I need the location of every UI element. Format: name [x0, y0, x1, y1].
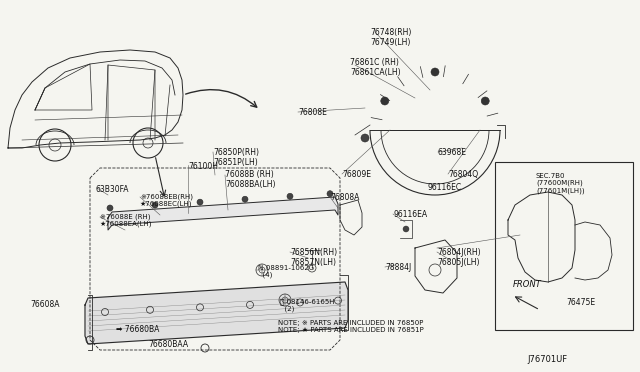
Text: 76856N(RH)
76857N(LH): 76856N(RH) 76857N(LH) — [290, 248, 337, 267]
Circle shape — [107, 205, 113, 211]
Text: J76701UF: J76701UF — [527, 355, 567, 364]
Circle shape — [287, 193, 293, 199]
Text: 76475E: 76475E — [566, 298, 595, 307]
Text: NOTE; ※ PARTS ARE INCLUDED IN 76850P
NOTE; ★ PARTS ARE INCLUDED IN 76851P: NOTE; ※ PARTS ARE INCLUDED IN 76850P NOT… — [278, 320, 424, 333]
Circle shape — [481, 97, 489, 105]
Text: 76804J(RH)
76805J(LH): 76804J(RH) 76805J(LH) — [437, 248, 481, 267]
Text: 63B30FA: 63B30FA — [95, 185, 129, 194]
Circle shape — [361, 134, 369, 142]
Circle shape — [403, 226, 409, 232]
Text: 76804Q: 76804Q — [448, 170, 478, 179]
Text: ※76088E (RH)
★76088EA(LH): ※76088E (RH) ★76088EA(LH) — [100, 213, 152, 227]
Circle shape — [242, 196, 248, 202]
Text: 76861C (RH)
76861CA(LH): 76861C (RH) 76861CA(LH) — [350, 58, 401, 77]
Text: 76088B (RH)
76088BA(LH): 76088B (RH) 76088BA(LH) — [225, 170, 275, 189]
Polygon shape — [85, 282, 348, 344]
Text: 78884J: 78884J — [385, 263, 412, 272]
Bar — [495, 162, 633, 330]
Text: 63968E: 63968E — [438, 148, 467, 157]
Text: 76808E: 76808E — [298, 108, 327, 117]
Text: 76808A: 76808A — [330, 193, 360, 202]
Text: 96116EA: 96116EA — [393, 210, 427, 219]
Text: 76608A: 76608A — [30, 300, 60, 309]
Text: ℕ 08891-1062G
  (4): ℕ 08891-1062G (4) — [258, 265, 314, 279]
Text: ➡ 76680BA: ➡ 76680BA — [116, 325, 159, 334]
Circle shape — [197, 199, 203, 205]
Text: FRONT: FRONT — [513, 280, 541, 289]
Text: 76850P(RH)
76851P(LH): 76850P(RH) 76851P(LH) — [213, 148, 259, 167]
Text: 96116EC: 96116EC — [428, 183, 462, 192]
Text: 76809E: 76809E — [342, 170, 371, 179]
Text: 76680BAA: 76680BAA — [148, 340, 188, 349]
Text: 76748(RH)
76749(LH): 76748(RH) 76749(LH) — [370, 28, 412, 47]
Text: Ⓢ 08146-6165H
  (2): Ⓢ 08146-6165H (2) — [280, 298, 335, 312]
Circle shape — [152, 202, 158, 208]
Polygon shape — [108, 197, 338, 230]
Circle shape — [381, 97, 388, 105]
Text: 76100H: 76100H — [188, 162, 218, 171]
Circle shape — [327, 191, 333, 197]
Text: ※76088EB(RH)
★76088EC(LH): ※76088EB(RH) ★76088EC(LH) — [140, 193, 193, 207]
Circle shape — [431, 68, 439, 76]
Text: SEC.7B0
(77600M(RH)
(77601M(LH)): SEC.7B0 (77600M(RH) (77601M(LH)) — [536, 173, 584, 194]
